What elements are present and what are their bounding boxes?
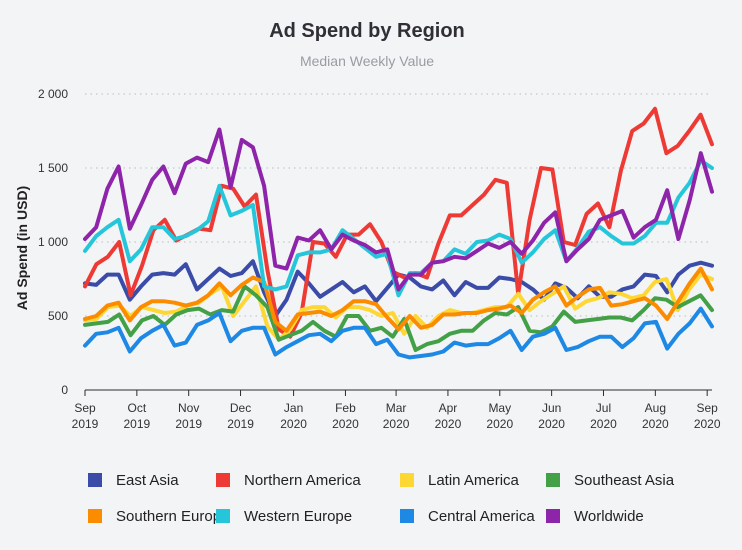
x-tick-month: Oct	[128, 401, 147, 415]
series-line-worldwide	[83, 127, 714, 292]
legend-swatch-worldwide	[546, 509, 560, 523]
x-tick-month: Mar	[386, 401, 407, 415]
chart-title: Ad Spend by Region	[269, 20, 465, 42]
legend-swatch-latin-america	[400, 473, 414, 487]
x-tick-month: Apr	[439, 401, 458, 415]
x-tick-year: 2019	[175, 417, 202, 431]
legend-swatch-northern-america	[216, 473, 230, 487]
x-tick-year: 2020	[590, 417, 617, 431]
y-tick-label: 0	[61, 383, 68, 397]
legend-label-central-america: Central America	[428, 508, 535, 525]
x-tick-month: Sep	[74, 401, 96, 415]
x-tick-month: Dec	[230, 401, 251, 415]
legend-swatch-east-asia	[88, 473, 102, 487]
legend-swatch-western-europe	[216, 509, 230, 523]
x-tick-month: Nov	[178, 401, 199, 415]
y-axis-ticks: 0 500 1 000 1 500 2 000	[38, 87, 68, 397]
x-tick-year: 2020	[538, 417, 565, 431]
legend-label-southern-europe: Southern Europe	[116, 508, 229, 525]
legend-swatch-central-america	[400, 509, 414, 523]
series-line-central-america	[83, 306, 714, 360]
x-tick-month: Jan	[284, 401, 303, 415]
x-tick-year: 2019	[123, 417, 150, 431]
x-tick-month: Aug	[645, 401, 666, 415]
x-tick-year: 2019	[72, 417, 99, 431]
legend-label-worldwide: Worldwide	[574, 508, 644, 525]
x-tick-month: Jun	[542, 401, 561, 415]
series-lines	[83, 106, 714, 360]
x-tick-year: 2020	[694, 417, 721, 431]
x-tick-month: Feb	[335, 401, 356, 415]
legend-label-east-asia: East Asia	[116, 472, 179, 489]
x-tick-year: 2020	[642, 417, 669, 431]
x-axis-ticks: Sep 2019 Oct 2019 Nov 2019 Dec 2019 Jan 2020 Feb 20…	[72, 390, 721, 431]
x-tick-year: 2020	[486, 417, 513, 431]
legend-label-latin-america: Latin America	[428, 472, 520, 489]
series-line-southern-europe	[83, 266, 714, 333]
legend-label-southeast-asia: Southeast Asia	[574, 472, 675, 489]
legend-swatch-southeast-asia	[546, 473, 560, 487]
x-tick-year: 2019	[227, 417, 254, 431]
x-tick-month: Sep	[696, 401, 718, 415]
x-tick-year: 2020	[332, 417, 359, 431]
chart-subtitle: Median Weekly Value	[300, 53, 434, 69]
y-tick-label: 1 500	[38, 161, 68, 175]
x-tick-month: May	[488, 401, 511, 415]
y-tick-label: 2 000	[38, 87, 68, 101]
y-tick-label: 500	[48, 309, 68, 323]
x-tick-month: Jul	[596, 401, 611, 415]
legend: East Asia Northern America Latin America So…	[88, 472, 675, 525]
y-axis-label: Ad Spend (in USD)	[14, 186, 30, 310]
legend-swatch-southern-europe	[88, 509, 102, 523]
y-tick-label: 1 000	[38, 235, 68, 249]
x-tick-year: 2020	[435, 417, 462, 431]
legend-label-western-europe: Western Europe	[244, 508, 352, 525]
series-line-western-europe	[83, 158, 714, 298]
legend-label-northern-america: Northern America	[244, 472, 361, 489]
x-tick-year: 2020	[383, 417, 410, 431]
x-tick-year: 2020	[280, 417, 307, 431]
